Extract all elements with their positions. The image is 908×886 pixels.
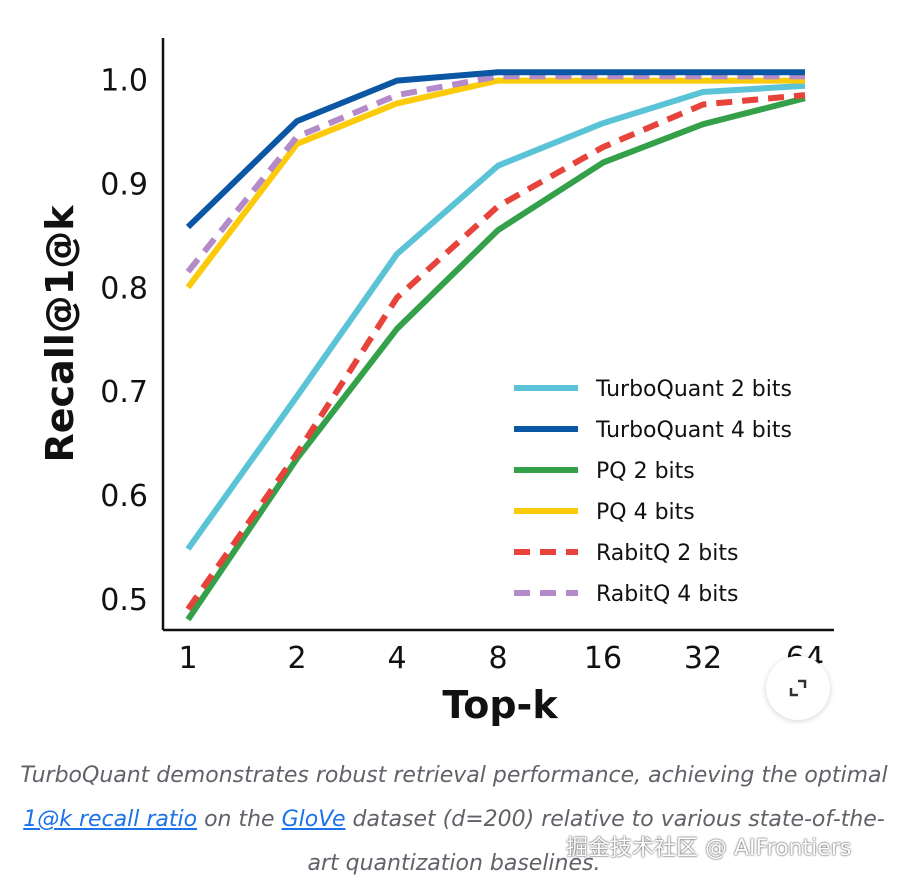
recall-chart: 0.50.60.70.80.91.0 1248163264 Recall@1@k… — [38, 38, 834, 727]
legend-label: PQ 2 bits — [596, 459, 695, 484]
x-axis-title: Top-k — [442, 683, 558, 727]
series-line-turboquant-4-bits — [185, 69, 805, 230]
caption-text-after: dataset (d=200) relative to various stat… — [307, 807, 885, 876]
series-line-rabitq-4-bits — [185, 73, 805, 274]
x-tick-label: 4 — [387, 641, 406, 676]
x-tick-label: 2 — [287, 641, 306, 676]
x-tick-labels: 1248163264 — [178, 641, 824, 676]
watermark: 掘金技术社区 @ AIFrontiers — [566, 836, 852, 861]
x-tick-label: 16 — [584, 641, 622, 676]
figure-caption: TurboQuant demonstrates robust retrieval… — [10, 754, 898, 886]
y-tick-label: 0.9 — [100, 167, 148, 202]
x-tick-label: 8 — [488, 641, 507, 676]
expand-button[interactable] — [766, 656, 830, 720]
recall-ratio-link[interactable]: 1@k recall ratio — [23, 807, 198, 832]
y-tick-label: 0.5 — [100, 583, 148, 618]
y-tick-label: 0.8 — [100, 271, 148, 306]
legend: TurboQuant 2 bits TurboQuant 4 bits PQ 2 b… — [514, 377, 792, 607]
y-tick-label: 0.7 — [100, 375, 148, 410]
series-line-rabitq-2-bits — [185, 92, 806, 611]
x-tick-label: 1 — [178, 641, 197, 676]
y-tick-label: 0.6 — [100, 479, 148, 514]
series-lines — [185, 69, 806, 622]
legend-label: TurboQuant 4 bits — [595, 418, 792, 443]
glove-link[interactable]: GloVe — [281, 807, 346, 832]
caption-text-before: TurboQuant demonstrates robust retrieval… — [20, 763, 888, 788]
caption-text-middle: on the — [197, 807, 282, 832]
x-tick-label: 32 — [684, 641, 722, 676]
legend-label: RabitQ 2 bits — [596, 541, 738, 566]
chart-axes — [161, 38, 834, 632]
legend-label: PQ 4 bits — [596, 500, 695, 525]
y-tick-labels: 0.5 0.6 0.7 0.8 0.9 1.0 — [100, 64, 148, 618]
y-axis-title: Recall@1@k — [38, 205, 82, 463]
series-line-pq-4-bits — [185, 77, 805, 290]
y-tick-label: 1.0 — [100, 64, 148, 99]
series-line-turboquant-2-bits — [185, 82, 806, 551]
legend-label: RabitQ 4 bits — [596, 582, 738, 607]
expand-icon — [789, 679, 807, 697]
legend-label: TurboQuant 2 bits — [595, 377, 792, 402]
